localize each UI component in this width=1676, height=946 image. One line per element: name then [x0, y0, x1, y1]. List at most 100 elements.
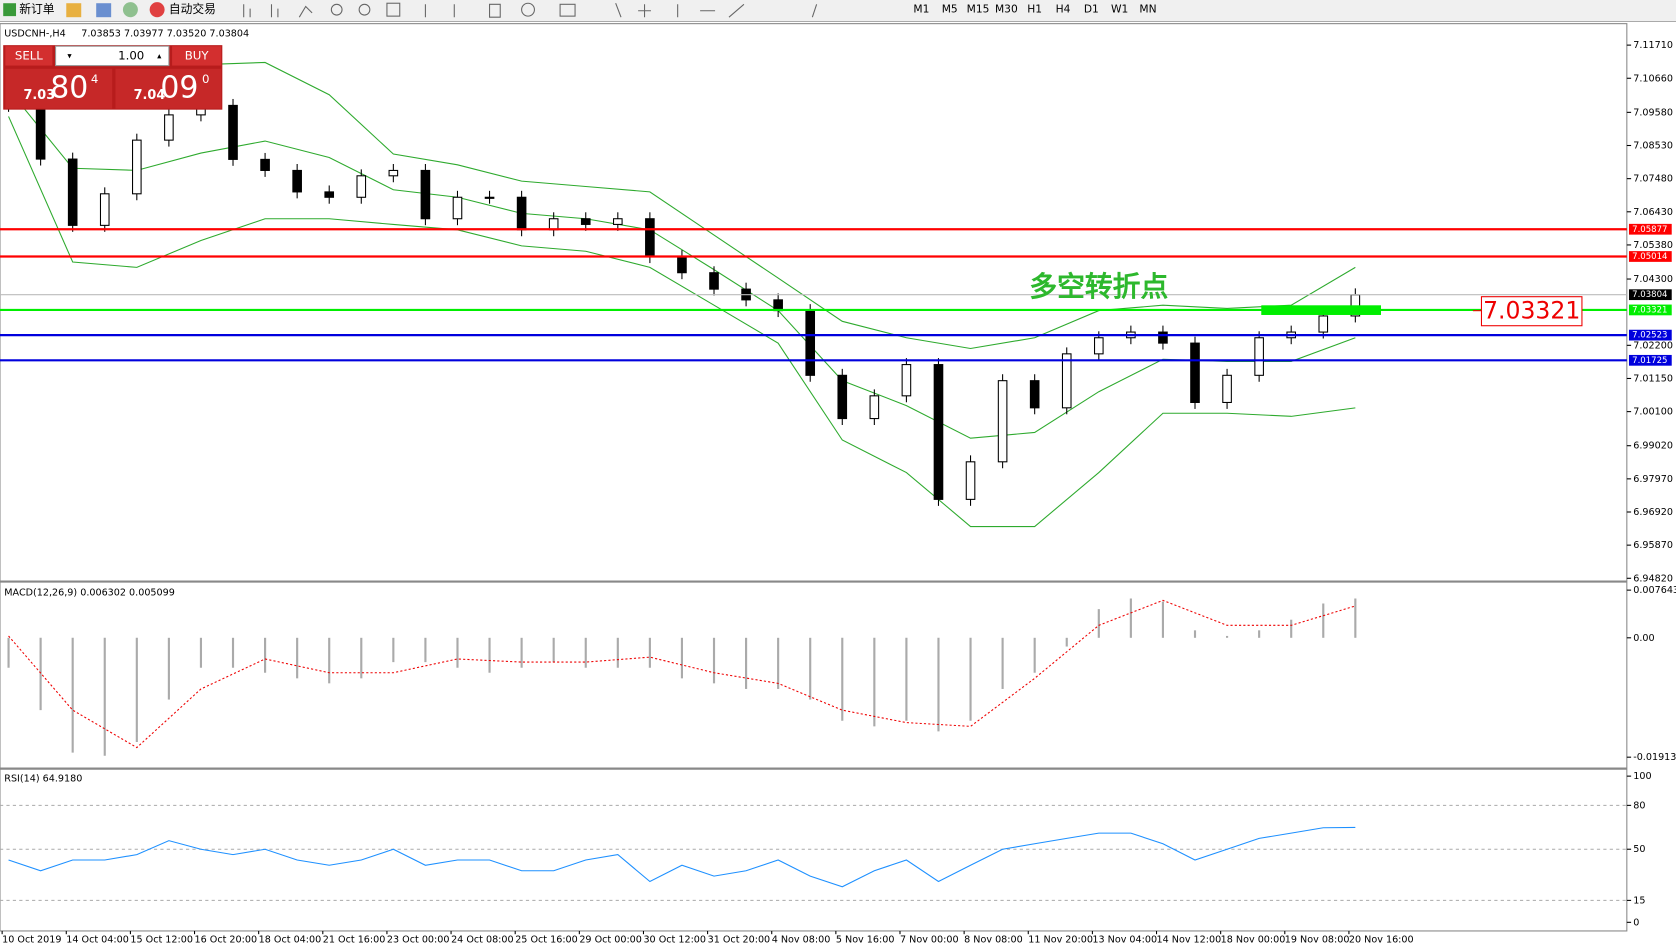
icon [149, 2, 165, 18]
sell-price[interactable] [5, 68, 113, 109]
timeframe-button[interactable]: M30 [995, 3, 1018, 16]
timeframes: M1 M5 M15 M30 H1 H4 D1 W1 MN [913, 3, 1156, 16]
timeframe-button[interactable]: H4 [1056, 3, 1071, 16]
symbol: USDCNH-,H4 [4, 28, 65, 39]
buy-frac: 0 [202, 72, 209, 86]
candle [99, 193, 110, 226]
y-tick-label: 7.02200 [1633, 340, 1673, 351]
chart-area [0, 23, 1628, 932]
y-tick-label: 80 [1633, 800, 1645, 811]
y-tick-label: 7.06430 [1633, 207, 1673, 218]
y-tick-label: 0.00 [1633, 633, 1654, 644]
time-label: 23 Oct 00:00 [387, 935, 450, 946]
y-tick-label: 7.07480 [1633, 174, 1673, 185]
candle [869, 395, 880, 420]
tool-icons [243, 2, 818, 18]
sell-frac: 4 [91, 72, 98, 86]
candle [677, 256, 687, 274]
y-tick-label: 7.04300 [1633, 274, 1673, 285]
candle [1190, 342, 1200, 403]
candle [35, 104, 46, 160]
timeframe-button[interactable]: D1 [1084, 3, 1099, 16]
time-label: 29 Oct 00:00 [579, 935, 642, 946]
candle [580, 218, 591, 225]
candle [837, 374, 848, 420]
timeframe-button[interactable]: M15 [967, 3, 990, 16]
ohlc: 7.03853 7.03977 7.03520 7.03804 [81, 28, 249, 39]
auto-trading-button[interactable]: 自动交易 [169, 2, 216, 16]
timeframe-button[interactable]: W1 [1111, 3, 1128, 16]
time-label: 7 Nov 00:00 [900, 935, 959, 946]
time-label: 18 Oct 04:00 [259, 935, 322, 946]
new-order-icon[interactable] [3, 3, 17, 17]
sell-big: 7.03 [24, 88, 56, 103]
candle [452, 196, 463, 220]
timeframe-button[interactable]: MN [1139, 3, 1156, 16]
down: ▾ [67, 51, 72, 61]
time-label: 5 Nov 16:00 [836, 935, 895, 946]
y-tick-label: 7.01150 [1633, 373, 1673, 384]
y-tick-label: 7.09580 [1633, 107, 1673, 118]
level-tag [1628, 304, 1672, 316]
buy-button[interactable] [172, 46, 222, 66]
time-label: 25 Oct 16:00 [515, 935, 578, 946]
y-tick-label: -0.019138 [1633, 752, 1676, 763]
icon [66, 3, 82, 18]
band-upper [8, 61, 1356, 350]
lot-input[interactable] [55, 45, 170, 67]
timeframe-button[interactable]: M1 [913, 3, 929, 16]
candle [613, 218, 623, 225]
candle [484, 196, 495, 199]
buy-label[interactable]: BUY [185, 48, 210, 62]
lot-value[interactable]: 1.00 [118, 48, 144, 62]
time-label: 18 Nov 00:00 [1221, 935, 1286, 946]
sell-button[interactable] [5, 46, 53, 66]
buy-pips: 09 [160, 71, 198, 106]
candle [67, 158, 78, 226]
sell-label[interactable]: SELL [15, 48, 43, 62]
time-label: 16 Oct 20:00 [195, 935, 258, 946]
rsi-title: RSI(14) 64.9180 [4, 773, 82, 784]
timeframe-button[interactable]: H1 [1027, 3, 1042, 16]
candle [388, 169, 399, 177]
time-label: 24 Oct 08:00 [451, 935, 514, 946]
candle [356, 175, 367, 198]
level-label: 7.03804 [1632, 290, 1667, 300]
candle [164, 114, 174, 141]
time-label: 30 Oct 12:00 [643, 935, 706, 946]
candle [292, 169, 302, 193]
candle [1318, 315, 1329, 333]
candle [933, 364, 944, 500]
up: ▴ [157, 51, 162, 61]
level-tag [1628, 329, 1672, 341]
buy-price[interactable] [115, 68, 222, 109]
sell-pips: 80 [50, 71, 88, 106]
candle [516, 196, 527, 231]
time-label: 19 Nov 08:00 [1285, 935, 1350, 946]
candle [132, 139, 142, 195]
y-tick-label: 6.95870 [1633, 540, 1673, 551]
candle [645, 218, 655, 258]
level-label: 7.03321 [1632, 305, 1667, 315]
y-tick-label: 6.99020 [1633, 441, 1673, 452]
time-label: 31 Oct 20:00 [708, 935, 771, 946]
time-label: 15 Oct 12:00 [130, 935, 193, 946]
trade-panel: SELL ▾ 1.00 ▴ BUY 7.03 80 4 7.04 09 0 [3, 45, 223, 110]
candle [1254, 337, 1264, 376]
candle [805, 310, 816, 376]
level-label: 7.01725 [1632, 356, 1667, 366]
new-order-button[interactable]: 新订单 [19, 2, 54, 16]
y-tick-label: 100 [1633, 771, 1651, 782]
level-label: 7.02523 [1632, 331, 1667, 341]
y-tick-label: 7.10660 [1633, 73, 1673, 84]
icon [122, 2, 138, 18]
candle [548, 218, 559, 231]
time-label: 13 Nov 04:00 [1092, 935, 1157, 946]
annotation-text: 多空转折点 [1029, 270, 1168, 303]
candle [420, 169, 431, 220]
candle [228, 104, 238, 160]
y-tick-label: 7.11710 [1633, 40, 1673, 51]
timeframe-button[interactable]: M5 [942, 3, 958, 16]
y-tick-label: 6.97970 [1633, 474, 1673, 485]
